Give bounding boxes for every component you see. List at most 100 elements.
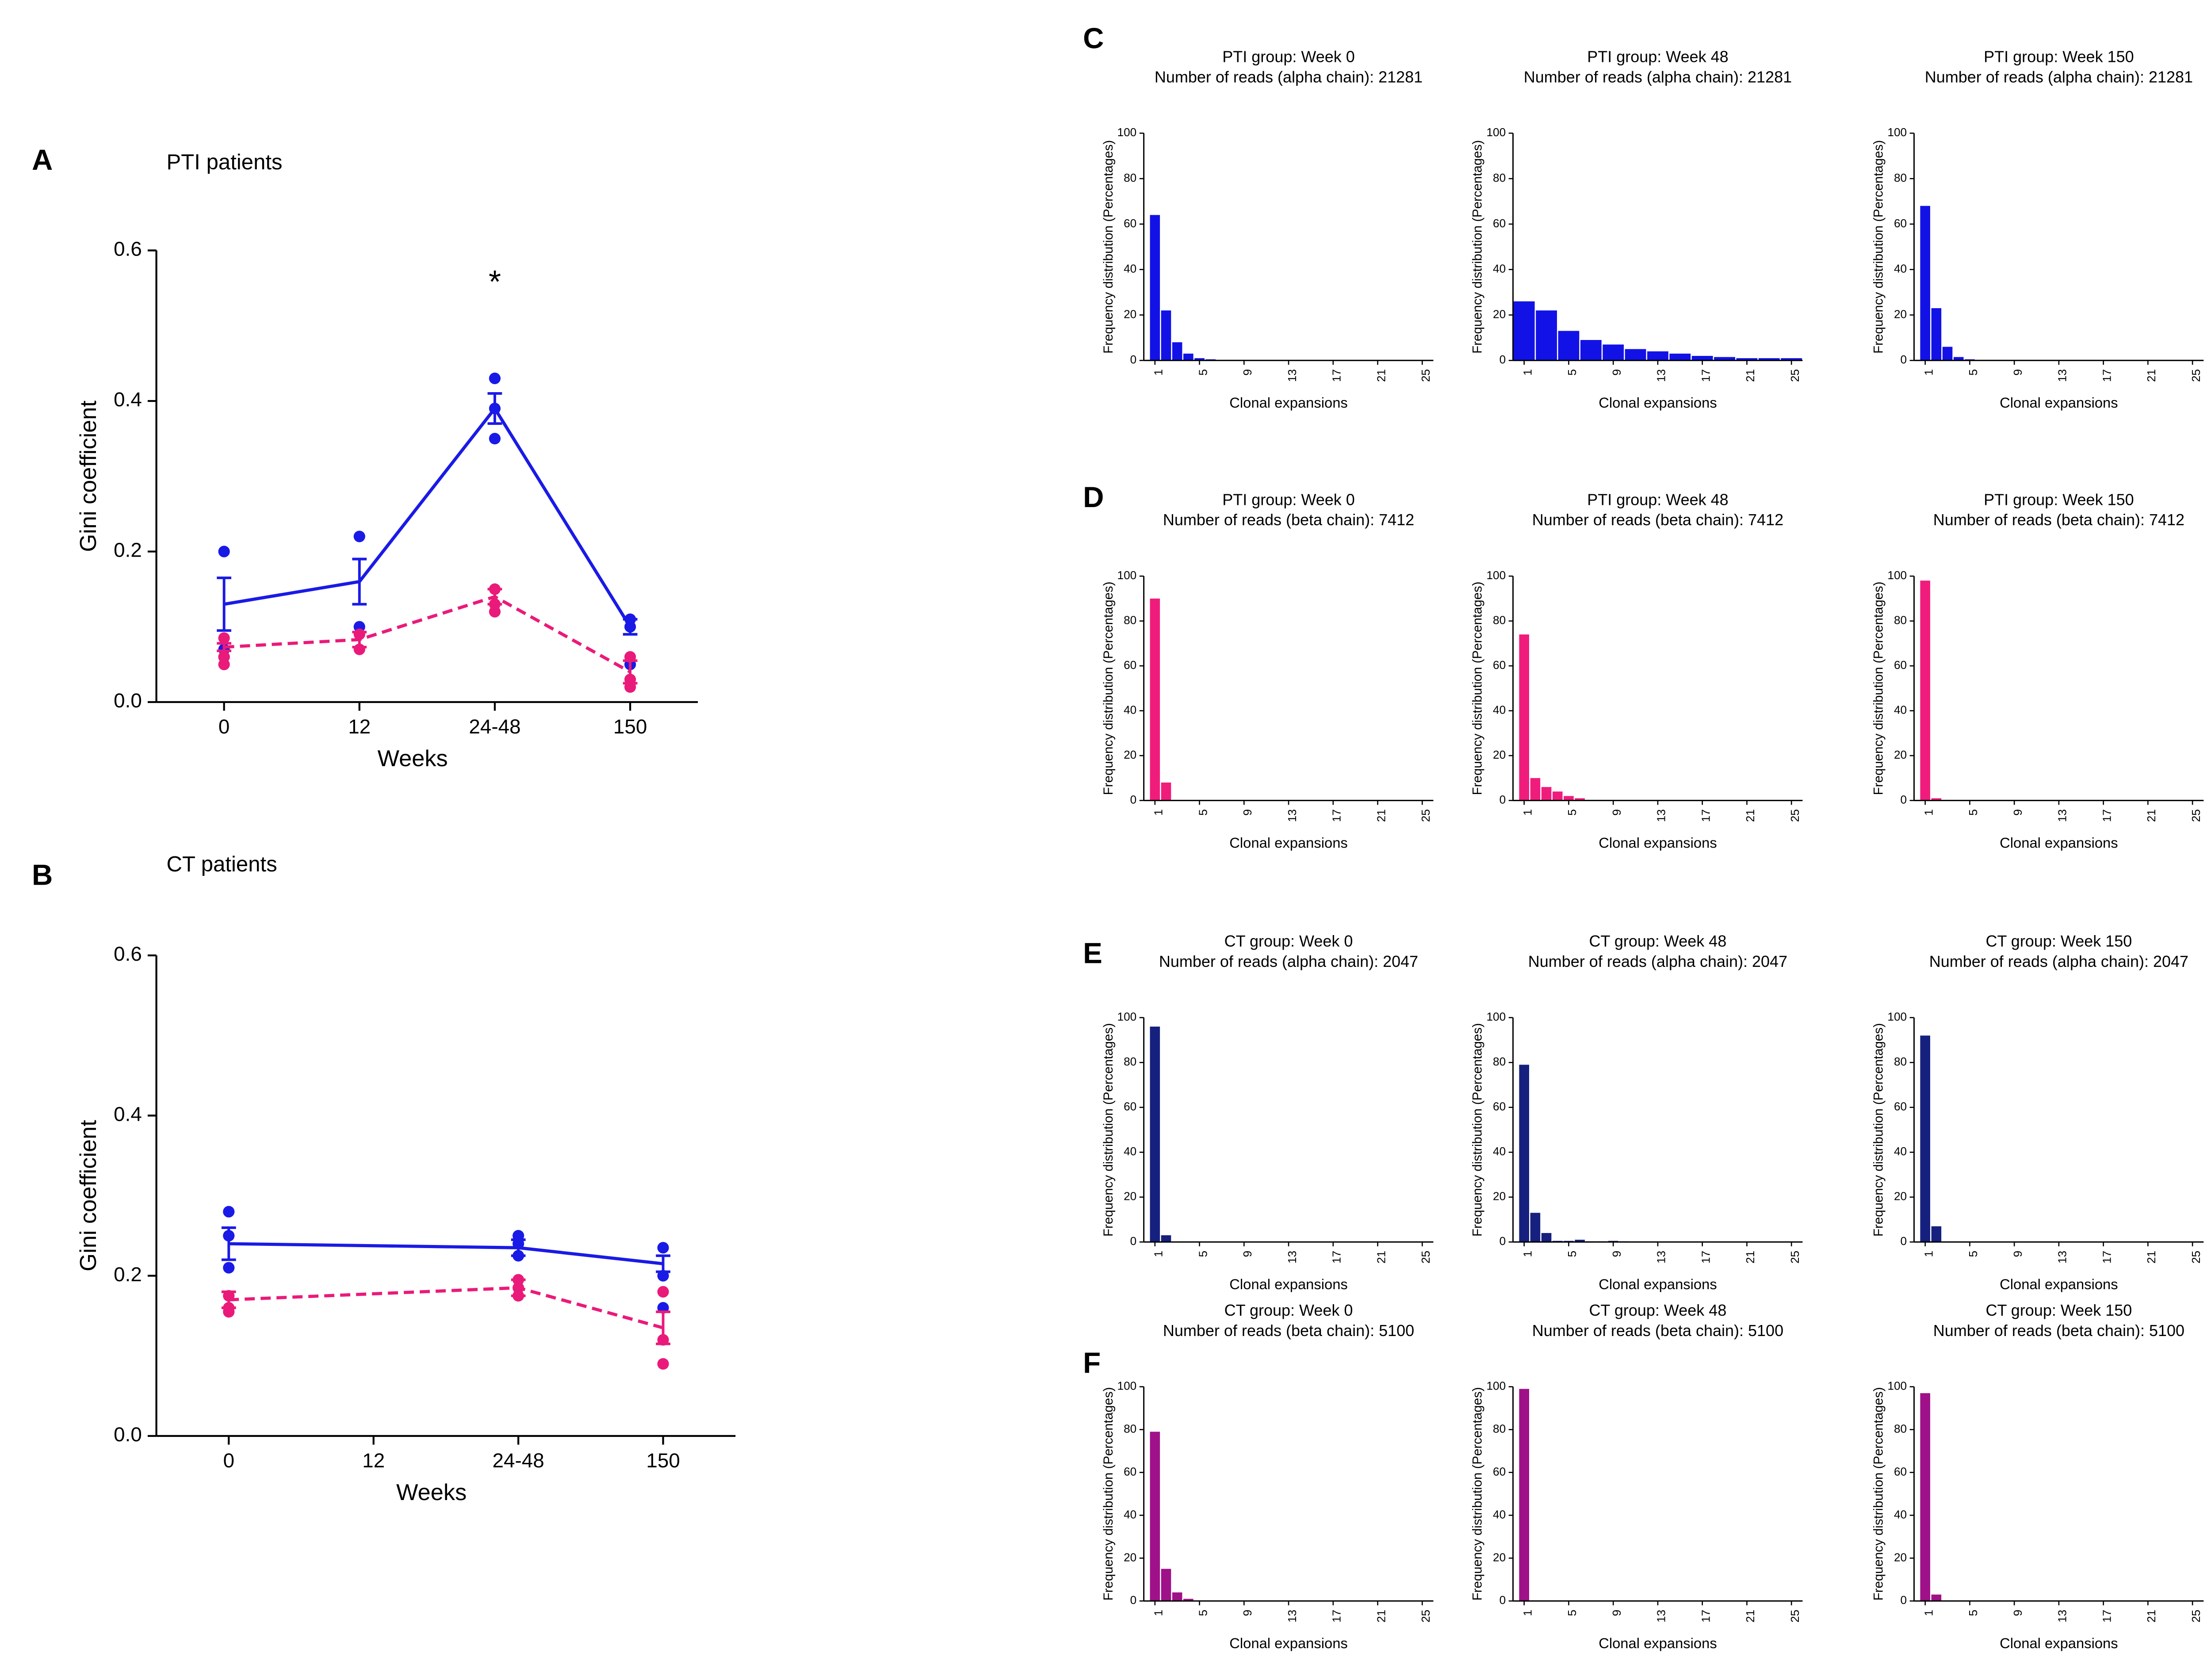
series-line bbox=[229, 1286, 664, 1329]
bar bbox=[1920, 206, 1930, 361]
bar bbox=[1519, 634, 1529, 801]
data-point bbox=[489, 606, 501, 618]
y-tick-label: 100 bbox=[1887, 1379, 1907, 1393]
y-axis-label: Gini coefficient bbox=[76, 400, 101, 552]
x-tick-label: 1 bbox=[1521, 1610, 1534, 1616]
y-tick-label: 100 bbox=[1486, 1379, 1506, 1393]
x-tick-label: 25 bbox=[1788, 369, 1802, 382]
bar bbox=[1564, 796, 1574, 801]
bar bbox=[1931, 1226, 1942, 1242]
x-tick-label: 0 bbox=[223, 1449, 235, 1472]
y-tick-label: 60 bbox=[1894, 658, 1907, 672]
y-axis-label: Gini coefficient bbox=[76, 1120, 101, 1271]
x-tick-label: 21 bbox=[1744, 1610, 1757, 1623]
bar bbox=[1513, 301, 1535, 361]
x-tick-label: 9 bbox=[1241, 369, 1254, 376]
bar bbox=[1150, 598, 1160, 801]
error-bar bbox=[352, 557, 367, 606]
y-axis-label: Frequency distribution (Percentages) bbox=[1871, 1387, 1886, 1600]
x-tick-label: 9 bbox=[1241, 1610, 1254, 1616]
chart-subtitle: Number of reads (beta chain): 7412 bbox=[1532, 511, 1783, 529]
y-tick-label: 60 bbox=[1493, 1465, 1506, 1478]
x-tick-label: 13 bbox=[2056, 1251, 2069, 1264]
panel-letter: E bbox=[1083, 937, 1102, 969]
y-tick-label: 0.6 bbox=[114, 943, 142, 965]
x-tick-label: 9 bbox=[2011, 369, 2024, 376]
panel-letter: F bbox=[1083, 1347, 1101, 1379]
chart-title: PTI group: Week 150 bbox=[1984, 490, 2134, 508]
y-tick-label: 60 bbox=[1124, 1465, 1136, 1478]
y-tick-label: 40 bbox=[1894, 262, 1907, 275]
data-point bbox=[489, 432, 501, 445]
chart-subtitle: Number of reads (alpha chain): 21281 bbox=[1155, 68, 1423, 86]
data-point bbox=[218, 632, 230, 644]
x-tick-label: 5 bbox=[1966, 369, 1980, 376]
y-tick-label: 40 bbox=[1493, 262, 1506, 275]
x-tick-label: 1 bbox=[1152, 1251, 1165, 1257]
y-tick-label: 60 bbox=[1894, 217, 1907, 230]
y-tick-label: 0 bbox=[1130, 353, 1137, 366]
x-tick-label: 24-48 bbox=[469, 715, 520, 738]
x-tick-label: 9 bbox=[1610, 809, 1623, 816]
y-tick-label: 100 bbox=[1117, 569, 1137, 582]
y-tick-label: 40 bbox=[1493, 1508, 1506, 1521]
chart-subtitle: Number of reads (alpha chain): 2047 bbox=[1528, 952, 1787, 970]
x-tick-label: 17 bbox=[1330, 369, 1343, 382]
y-tick-label: 80 bbox=[1894, 1422, 1907, 1436]
x-axis-label: Clonal expansions bbox=[2000, 394, 2118, 411]
chart-title: PTI group: Week 150 bbox=[1984, 47, 2134, 65]
x-tick-label: 1 bbox=[1152, 369, 1165, 376]
y-axis-label: Frequency distribution (Percentages) bbox=[1871, 1023, 1886, 1237]
bar bbox=[1530, 1213, 1541, 1242]
y-tick-label: 0 bbox=[1500, 1593, 1506, 1607]
y-tick-label: 80 bbox=[1493, 171, 1506, 184]
y-tick-label: 100 bbox=[1117, 126, 1137, 139]
bar bbox=[1161, 1235, 1171, 1242]
x-tick-label: 13 bbox=[2056, 369, 2069, 382]
chart-title: CT group: Week 0 bbox=[1224, 1301, 1353, 1319]
y-tick-label: 80 bbox=[1124, 171, 1136, 184]
y-tick-label: 0 bbox=[1500, 793, 1506, 806]
bar bbox=[1942, 347, 1953, 361]
x-tick-label: 12 bbox=[362, 1449, 385, 1472]
x-tick-label: 5 bbox=[1196, 1610, 1209, 1616]
bar bbox=[1920, 580, 1930, 801]
x-axis-label: Clonal expansions bbox=[2000, 835, 2118, 851]
x-tick-label: 12 bbox=[348, 715, 371, 738]
y-tick-label: 0.4 bbox=[114, 1103, 142, 1125]
series-line bbox=[224, 405, 632, 628]
x-tick-label: 5 bbox=[1196, 1251, 1209, 1257]
x-axis-label: Clonal expansions bbox=[1229, 1635, 1348, 1651]
x-axis-label: Clonal expansions bbox=[1599, 1635, 1717, 1651]
x-tick-label: 21 bbox=[1744, 1251, 1757, 1264]
bar bbox=[1172, 342, 1182, 361]
x-tick-label: 25 bbox=[2189, 809, 2203, 822]
y-axis-label: Frequency distribution (Percentages) bbox=[1871, 140, 1886, 354]
data-point bbox=[513, 1229, 524, 1242]
y-tick-label: 20 bbox=[1894, 748, 1907, 761]
x-tick-label: 5 bbox=[1565, 809, 1579, 816]
x-tick-label: 17 bbox=[1699, 809, 1712, 822]
x-tick-label: 1 bbox=[1152, 809, 1165, 816]
x-tick-label: 21 bbox=[1744, 369, 1757, 382]
data-point bbox=[624, 651, 636, 663]
x-tick-label: 25 bbox=[1419, 369, 1432, 382]
y-tick-label: 100 bbox=[1486, 569, 1506, 582]
y-tick-label: 0.6 bbox=[114, 238, 142, 260]
x-tick-label: 25 bbox=[1419, 1610, 1432, 1623]
x-axis-label: Clonal expansions bbox=[1229, 394, 1348, 411]
x-tick-label: 17 bbox=[2100, 809, 2113, 822]
y-tick-label: 100 bbox=[1887, 569, 1907, 582]
y-tick-label: 80 bbox=[1493, 1055, 1506, 1068]
chart-title: CT group: Week 0 bbox=[1224, 932, 1353, 950]
data-point bbox=[513, 1282, 524, 1294]
bar bbox=[1931, 308, 1942, 361]
x-tick-label: 150 bbox=[613, 715, 647, 738]
x-tick-label: 13 bbox=[1655, 1251, 1668, 1264]
x-tick-label: 17 bbox=[2100, 369, 2113, 382]
bar bbox=[1781, 358, 1802, 361]
y-axis-label: Frequency distribution (Percentages) bbox=[1101, 1023, 1116, 1237]
bar bbox=[1519, 1065, 1529, 1242]
bar bbox=[1920, 1393, 1930, 1601]
y-axis-label: Frequency distribution (Percentages) bbox=[1470, 1387, 1485, 1600]
